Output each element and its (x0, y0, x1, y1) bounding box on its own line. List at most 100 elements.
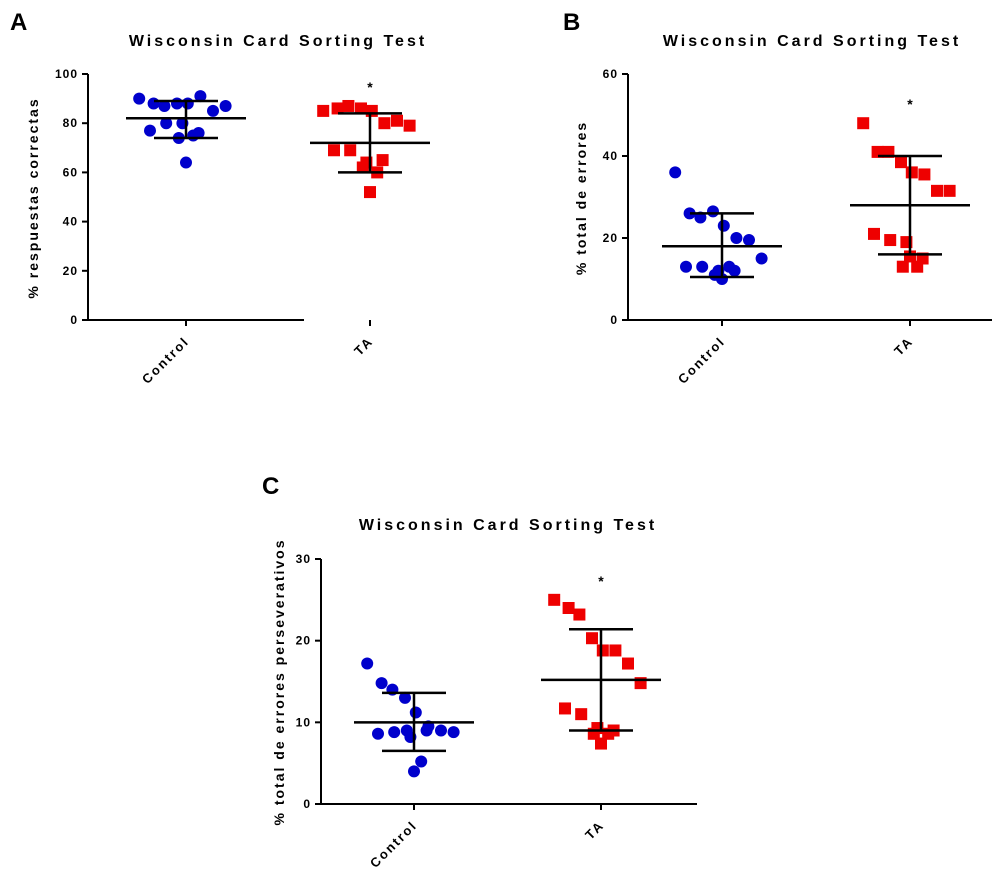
data-point (400, 724, 413, 737)
data-point (723, 260, 736, 273)
significance-marker: * (598, 573, 604, 589)
data-point (707, 205, 719, 218)
data-point (895, 156, 907, 169)
chart-title: Wisconsin Card Sorting Test (359, 517, 657, 534)
data-point (918, 168, 931, 181)
significance-marker: * (907, 96, 913, 112)
data-point (399, 691, 411, 704)
data-point (378, 117, 391, 130)
data-point (596, 644, 609, 657)
data-point (376, 154, 389, 167)
y-axis-label: % total de errores perseverativos (271, 539, 287, 826)
y-tick-label: 80 (63, 116, 78, 130)
data-point (171, 97, 183, 110)
data-point (683, 207, 696, 220)
data-point (356, 161, 369, 174)
data-point (730, 232, 743, 244)
panel-label: A (10, 9, 27, 36)
panel-label: B (563, 9, 580, 36)
y-tick-label: 10 (296, 715, 311, 729)
data-point (911, 260, 924, 273)
data-point (403, 119, 416, 132)
data-point (181, 97, 194, 110)
data-point (355, 102, 367, 115)
data-point (133, 92, 146, 105)
x-tick-label: TA (582, 818, 607, 843)
data-point (408, 765, 420, 778)
data-point (342, 99, 355, 112)
data-point (194, 90, 207, 103)
data-point (158, 99, 171, 112)
data-point (575, 708, 588, 721)
y-tick-label: 40 (603, 149, 618, 163)
y-tick-label: 30 (296, 552, 311, 566)
data-point (365, 104, 378, 117)
y-axis-label: % total de errores (573, 121, 589, 275)
y-tick-label: 0 (303, 797, 311, 811)
chart-title: Wisconsin Card Sorting Test (129, 33, 427, 50)
series-ta (850, 117, 970, 273)
data-point (562, 602, 575, 614)
data-point (344, 144, 357, 157)
y-tick-label: 40 (63, 215, 78, 229)
chart-panel-b: B Wisconsin Card Sorting Test % total de e… (563, 9, 992, 387)
y-tick-label: 60 (63, 165, 78, 179)
x-tick-label: TA (891, 334, 916, 359)
chart-panel-c: C Wisconsin Card Sorting Test % total de e… (262, 473, 697, 871)
y-tick-label: 20 (603, 231, 618, 245)
data-point (573, 608, 586, 621)
y-tick-label: 100 (55, 67, 78, 81)
data-point (548, 593, 561, 606)
significance-marker: * (367, 79, 373, 95)
data-point (868, 227, 880, 240)
x-tick-label: Control (675, 334, 728, 387)
y-tick-label: 60 (603, 67, 618, 81)
data-point (857, 117, 870, 130)
series-control (126, 90, 246, 169)
data-point (160, 117, 173, 130)
data-point (317, 104, 330, 117)
series-control (662, 166, 782, 285)
chart-title: Wisconsin Card Sorting Test (663, 33, 961, 50)
data-point (609, 644, 622, 657)
data-point (586, 632, 598, 645)
panel-label: C (262, 473, 279, 500)
data-point (219, 99, 232, 112)
data-point (180, 156, 192, 169)
y-axis-label: % respuestas correctas (25, 97, 41, 298)
data-point (144, 124, 156, 137)
data-point (743, 234, 755, 247)
data-point (559, 702, 571, 715)
data-point (943, 184, 956, 197)
data-point (147, 97, 160, 110)
data-point (331, 102, 344, 115)
data-point (364, 186, 376, 199)
chart-panel-a: A Wisconsin Card Sorting Test % respuestas… (10, 9, 430, 387)
data-point (388, 726, 401, 739)
data-point (207, 104, 219, 117)
series-control (354, 657, 474, 778)
data-point (595, 737, 607, 750)
data-point (622, 657, 634, 670)
data-point (420, 724, 433, 737)
data-point (884, 234, 897, 247)
data-point (696, 260, 709, 273)
data-point (391, 114, 403, 127)
data-point (361, 657, 374, 670)
data-point (409, 706, 422, 719)
data-point (328, 144, 340, 157)
data-point (415, 755, 428, 768)
x-tick-label: Control (139, 334, 192, 387)
data-point (375, 677, 388, 690)
x-tick-label: Control (367, 818, 420, 871)
y-tick-label: 20 (296, 634, 311, 648)
series-ta (541, 593, 661, 750)
x-tick-label: TA (351, 334, 376, 359)
series-ta (310, 99, 430, 199)
y-tick-label: 0 (70, 313, 78, 327)
y-tick-label: 0 (610, 313, 618, 327)
data-point (187, 129, 200, 142)
data-point (896, 260, 909, 273)
y-tick-label: 20 (63, 264, 78, 278)
